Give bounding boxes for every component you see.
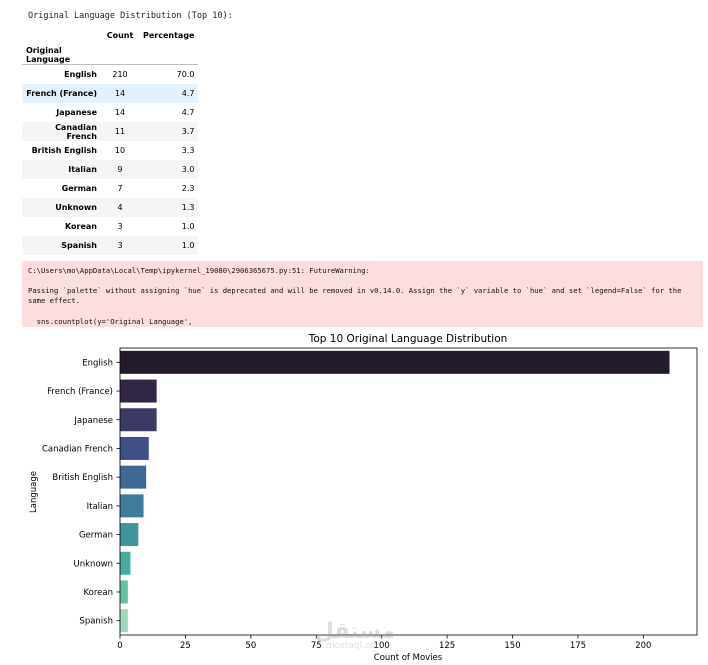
watermark-latin: mostaql.com <box>326 641 384 651</box>
plot-frame <box>119 347 698 636</box>
row-count: 7 <box>117 184 123 193</box>
output-header: Original Language Distribution (Top 10): <box>28 11 233 21</box>
row-language: Spanish <box>22 236 101 255</box>
row-percentage: 1.0 <box>181 222 195 231</box>
bar <box>120 580 128 604</box>
row-percentage: 70.0 <box>176 70 195 79</box>
table-row: Unknown 4 1.3 <box>22 198 199 217</box>
y-tick-label: Unknown <box>74 559 113 569</box>
table-row: Japanese 14 4.7 <box>22 103 198 122</box>
x-tick-label: 100 <box>374 641 390 651</box>
row-percentage: 1.3 <box>139 198 199 217</box>
row-percentage: 3.0 <box>139 160 199 179</box>
x-axis-ticks: 0 25 50 75 100 125 150 175 200 <box>117 635 651 651</box>
row-count: 3 <box>101 236 139 255</box>
table-row: English 210 70.0 <box>22 65 198 85</box>
bar <box>120 523 139 547</box>
row-count: 3 <box>117 222 123 231</box>
chart-title: Top 10 Original Language Distribution <box>308 333 508 345</box>
y-axis-label: Language <box>29 471 39 513</box>
y-tick-label: Spanish <box>79 617 113 627</box>
y-tick-label: Canadian French <box>42 444 113 454</box>
y-tick-label: British English <box>52 473 113 483</box>
table-row: Spanish 3 1.0 <box>22 236 199 255</box>
y-tick-label: Italian <box>87 502 113 512</box>
y-tick-label: Japanese <box>73 416 113 426</box>
y-tick-label: German <box>79 531 113 541</box>
table-row: Italian 9 3.0 <box>22 160 199 179</box>
x-tick-label: 200 <box>635 641 651 651</box>
warning-code: sns.countplot(y='Original Language', <box>28 317 193 326</box>
watermark: مستقل mostaql.com <box>315 619 395 651</box>
x-tick-label: 0 <box>117 641 122 651</box>
table-row: German 7 2.3 <box>22 179 198 198</box>
bar <box>120 465 147 489</box>
future-warning: C:\Users\mo\AppData\Local\Temp\ipykernel… <box>22 261 703 327</box>
bar-chart: Top 10 Original Language Distribution En… <box>29 333 698 663</box>
y-axis-ticks: English French (France) Japanese Canadian F… <box>42 358 120 627</box>
y-tick-label: French (France) <box>47 387 113 397</box>
row-language: Japanese <box>56 108 97 117</box>
bar <box>120 494 144 518</box>
row-percentage: 4.7 <box>139 84 199 103</box>
table-index-name-row: Original Language <box>22 45 199 65</box>
row-count: 14 <box>101 84 139 103</box>
bar <box>120 408 157 432</box>
index-name: Original Language <box>22 45 101 65</box>
row-percentage: 4.7 <box>181 108 195 117</box>
y-tick-label: English <box>82 358 113 368</box>
table-row: British English 10 3.3 <box>22 141 198 160</box>
row-count: 210 <box>112 70 128 79</box>
row-percentage: 2.3 <box>181 184 195 193</box>
row-percentage: 3.7 <box>139 122 199 141</box>
x-tick-label: 75 <box>311 641 322 651</box>
table-row: Korean 3 1.0 <box>22 217 198 236</box>
table-header-row: Count Percentage <box>22 26 198 45</box>
row-language: French (France) <box>22 84 101 103</box>
column-header-percentage: Percentage <box>143 31 195 40</box>
bar <box>120 350 670 374</box>
y-tick-label: Korean <box>84 588 113 598</box>
table-row: French (France) 14 4.7 <box>22 84 199 103</box>
row-language: Unknown <box>22 198 101 217</box>
bar <box>120 609 128 633</box>
x-tick-label: 125 <box>439 641 455 651</box>
row-count: 10 <box>114 146 126 155</box>
x-axis-label: Count of Movies <box>374 653 443 663</box>
x-tick-label: 175 <box>570 641 586 651</box>
bar-group <box>120 350 670 633</box>
warning-path: C:\Users\mo\AppData\Local\Temp\ipykernel… <box>28 266 370 275</box>
row-count: 9 <box>101 160 139 179</box>
row-language: German <box>61 184 97 193</box>
row-percentage: 3.3 <box>181 146 195 155</box>
row-language: English <box>64 70 97 79</box>
bar <box>120 379 157 403</box>
row-language: British English <box>31 146 97 155</box>
language-table: Count Percentage Original Language Engli… <box>22 26 199 255</box>
warning-message-1: Passing `palette` without assigning `hue… <box>28 286 682 295</box>
row-count: 11 <box>101 122 139 141</box>
column-header-count: Count <box>106 31 134 40</box>
row-language: Italian <box>22 160 101 179</box>
row-count: 4 <box>101 198 139 217</box>
x-tick-label: 25 <box>180 641 191 651</box>
x-tick-label: 150 <box>504 641 520 651</box>
watermark-arabic: مستقل <box>315 619 395 644</box>
x-tick-label: 50 <box>245 641 256 651</box>
table-row: Canadian French 11 3.7 <box>22 122 199 141</box>
row-percentage: 1.0 <box>139 236 199 255</box>
bar <box>120 551 131 575</box>
bar <box>120 436 149 460</box>
row-language: Korean <box>64 222 97 231</box>
row-count: 14 <box>114 108 126 117</box>
row-language: Canadian French <box>22 122 101 141</box>
warning-message-2: same effect. <box>28 296 80 305</box>
